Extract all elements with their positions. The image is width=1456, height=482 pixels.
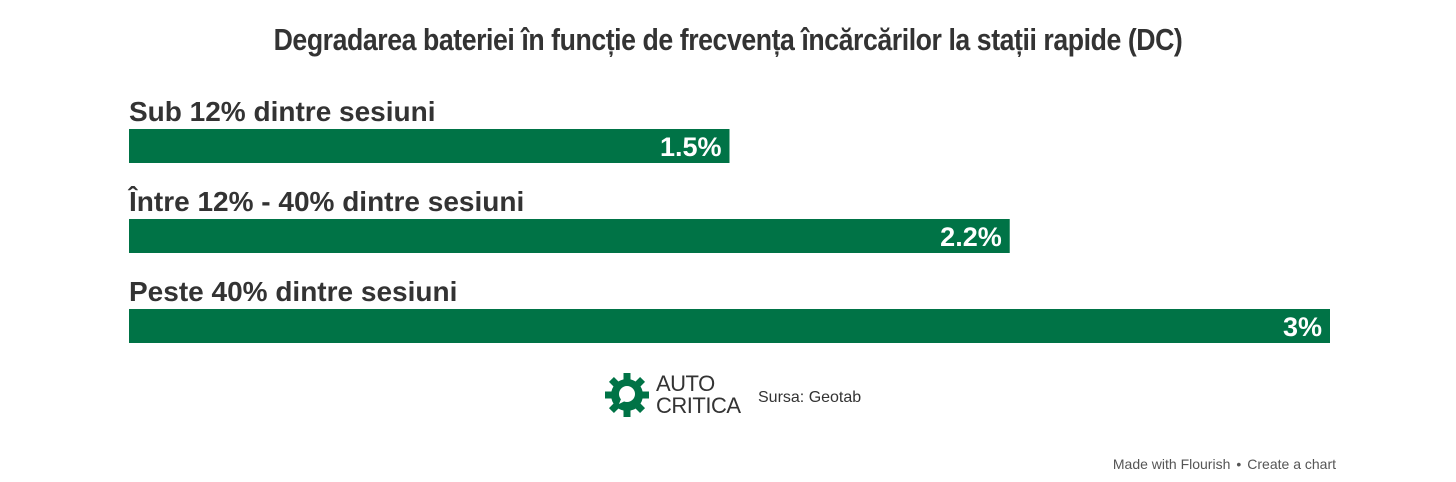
category-label: Între 12% - 40% dintre sesiuni [127, 186, 524, 217]
bar-chart: Sub 12% dintre sesiuni 1.5% Între 12% - 40… [127, 96, 1330, 343]
logo: AUTO CRITICA [604, 372, 741, 418]
category-label: Sub 12% dintre sesiuni [129, 96, 436, 127]
logo-text-line2: CRITICA [656, 393, 741, 418]
bar[interactable] [129, 129, 730, 163]
footer: Made with Flourish • Create a chart [1113, 456, 1336, 472]
chart-title: Degradarea bateriei în funcție de frecve… [273, 22, 1183, 57]
made-with-flourish-link[interactable]: Made with Flourish [1112, 456, 1231, 472]
bar[interactable] [129, 219, 1010, 253]
create-chart-link[interactable]: Create a chart [1247, 456, 1336, 472]
category-label: Peste 40% dintre sesiuni [129, 276, 457, 307]
value-label: 2.2% [940, 222, 1002, 252]
value-label: 3% [1283, 312, 1322, 342]
logo-text-line1: AUTO [656, 371, 715, 396]
source-label: Sursa: Geotab [758, 389, 862, 406]
footer-separator: • [1236, 456, 1242, 472]
value-label: 1.5% [660, 132, 722, 162]
bar[interactable] [129, 309, 1330, 343]
gear-icon [605, 373, 649, 417]
